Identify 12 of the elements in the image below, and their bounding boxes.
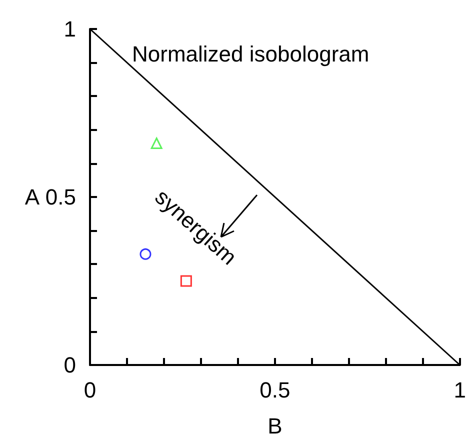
x-axis-title: B <box>268 414 282 438</box>
point <box>150 137 162 149</box>
annotation: Normalized isobologram <box>132 42 370 66</box>
x-tick-label: 0 <box>84 378 96 402</box>
x-tick-label: 0.5 <box>260 378 290 402</box>
y-axis-title: A <box>24 184 40 210</box>
point <box>140 248 152 260</box>
y-tick-label: 1 <box>64 16 76 42</box>
point <box>180 275 192 287</box>
y-tick-label: 0 <box>64 352 76 378</box>
x-tick-label: 1 <box>454 378 466 402</box>
y-tick-label: 0.5 <box>45 184 76 210</box>
